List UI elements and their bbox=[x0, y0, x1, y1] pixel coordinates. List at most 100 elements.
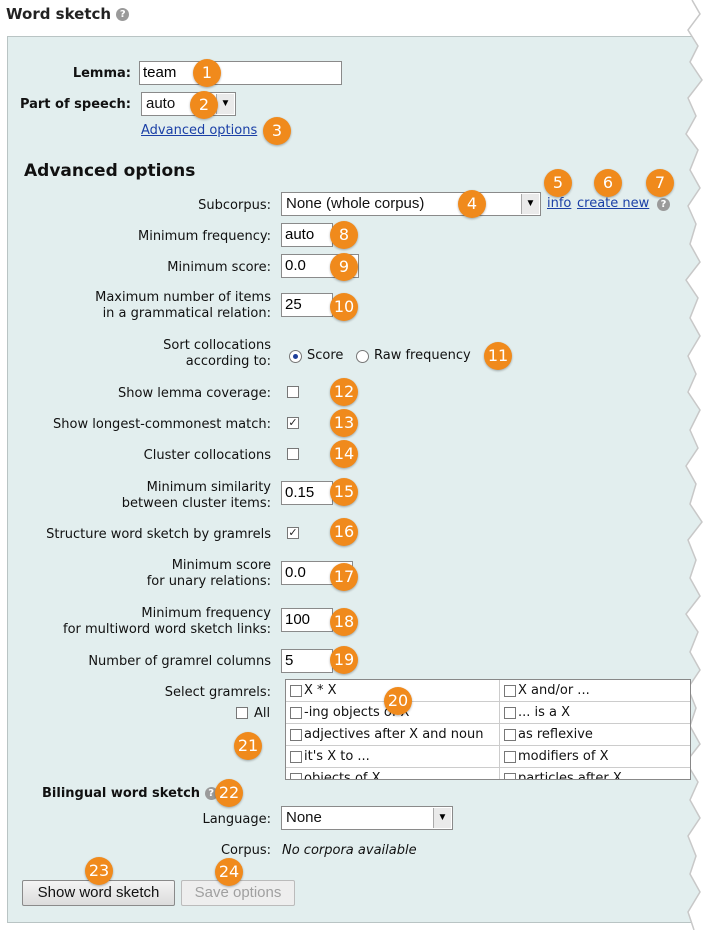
min-similarity-label-line2: between cluster items: bbox=[121, 496, 271, 511]
sort-collocations-label: Sort collocations according to: bbox=[0, 338, 271, 370]
gramrel-checkbox[interactable] bbox=[504, 684, 516, 697]
multiword-frequency-label: Minimum frequency for multiword word ske… bbox=[0, 606, 271, 638]
lemma-coverage-label: Show lemma coverage: bbox=[118, 386, 271, 401]
callout-badge-16: 16 bbox=[330, 518, 358, 546]
chevron-down-icon: ▼ bbox=[521, 194, 539, 214]
min-similarity-label: Minimum similarity between cluster items… bbox=[0, 480, 271, 512]
subcorpus-select[interactable]: None (whole corpus) ▼ bbox=[281, 192, 541, 216]
lemma-coverage-checkbox[interactable] bbox=[287, 386, 299, 398]
gramrel-item[interactable]: adjectives after X and noun bbox=[286, 724, 500, 746]
callout-badge-9: 9 bbox=[330, 253, 358, 281]
cluster-collocations-checkbox[interactable] bbox=[287, 448, 299, 460]
corpus-value: No corpora available bbox=[282, 843, 417, 858]
callout-badge-22: 22 bbox=[215, 779, 243, 807]
callout-badge-14: 14 bbox=[330, 440, 358, 468]
create-new-subcorpus-link[interactable]: create new bbox=[577, 196, 650, 211]
callout-badge-13: 13 bbox=[330, 409, 358, 437]
structure-by-gramrels-label: Structure word sketch by gramrels bbox=[46, 527, 271, 542]
advanced-options-heading: Advanced options bbox=[24, 161, 196, 181]
gramrel-checkbox[interactable] bbox=[290, 728, 302, 741]
advanced-options-link[interactable]: Advanced options bbox=[141, 123, 258, 138]
sort-raw-frequency-label[interactable]: Raw frequency bbox=[374, 348, 471, 363]
sort-raw-frequency-radio[interactable] bbox=[356, 350, 369, 363]
min-similarity-input[interactable]: 0.15 bbox=[281, 481, 333, 505]
min-frequency-input[interactable]: auto bbox=[281, 223, 333, 247]
callout-badge-1: 1 bbox=[193, 59, 221, 87]
gramrel-item[interactable]: as reflexive bbox=[500, 724, 690, 746]
gramrel-item[interactable]: it's X to ... bbox=[286, 746, 500, 768]
max-items-input[interactable]: 25 bbox=[281, 293, 333, 317]
sort-label-line2: according to: bbox=[185, 354, 271, 369]
gramrel-item[interactable]: X and/or ... bbox=[500, 680, 690, 702]
callout-badge-2: 2 bbox=[190, 91, 218, 119]
bilingual-heading-text: Bilingual word sketch bbox=[42, 786, 201, 801]
help-icon[interactable]: ? bbox=[657, 198, 670, 211]
gramrel-columns-label: Number of gramrel columns bbox=[88, 654, 271, 669]
page-title-text: Word sketch bbox=[6, 5, 112, 23]
pos-select[interactable]: auto ▼ bbox=[141, 92, 236, 116]
chevron-down-icon: ▼ bbox=[216, 94, 234, 114]
lemma-input[interactable]: team bbox=[139, 61, 342, 85]
subcorpus-info-link[interactable]: info bbox=[547, 196, 572, 211]
gramrel-item[interactable]: objects of X bbox=[286, 768, 500, 779]
callout-badge-21: 21 bbox=[234, 732, 262, 760]
gramrel-checkbox[interactable] bbox=[290, 772, 302, 779]
longest-match-checkbox[interactable]: ✓ bbox=[287, 416, 299, 429]
gramrels-table[interactable]: X * X X and/or ... -ing objects of X ...… bbox=[285, 679, 691, 780]
language-select-value: None bbox=[286, 809, 322, 826]
page-title: Word sketch ? bbox=[6, 5, 130, 23]
callout-badge-7: 7 bbox=[646, 169, 674, 197]
pos-label: Part of speech: bbox=[19, 97, 131, 112]
callout-badge-6: 6 bbox=[594, 169, 622, 197]
callout-badge-11: 11 bbox=[484, 342, 512, 370]
callout-badge-23: 23 bbox=[85, 857, 113, 885]
pos-select-value: auto bbox=[146, 95, 176, 112]
corpus-label: Corpus: bbox=[220, 843, 271, 858]
unary-score-label-line1: Minimum score bbox=[171, 558, 271, 573]
callout-badge-5: 5 bbox=[544, 169, 572, 197]
subcorpus-label: Subcorpus: bbox=[198, 198, 271, 213]
sort-score-label[interactable]: Score bbox=[307, 348, 344, 363]
gramrel-checkbox[interactable] bbox=[290, 706, 302, 719]
max-items-label-line2: in a grammatical relation: bbox=[102, 306, 271, 321]
gramrel-columns-input[interactable]: 5 bbox=[281, 649, 333, 673]
save-options-button[interactable]: Save options bbox=[181, 880, 295, 906]
torn-edge-decoration bbox=[685, 0, 708, 930]
gramrel-checkbox[interactable] bbox=[504, 750, 516, 763]
multiword-label-line2: for multiword word sketch links: bbox=[63, 622, 271, 637]
max-items-label-line1: Maximum number of items bbox=[95, 290, 271, 305]
bilingual-heading: Bilingual word sketch ? bbox=[42, 786, 218, 801]
structure-by-gramrels-checkbox[interactable]: ✓ bbox=[287, 526, 299, 539]
sort-label-line1: Sort collocations bbox=[163, 338, 271, 353]
gramrel-checkbox[interactable] bbox=[290, 750, 302, 763]
gramrel-item[interactable]: -ing objects of X bbox=[286, 702, 500, 724]
select-gramrels-label: Select gramrels: bbox=[164, 685, 271, 700]
subcorpus-select-value: None (whole corpus) bbox=[286, 195, 425, 212]
sort-score-radio[interactable] bbox=[289, 350, 302, 363]
gramrel-checkbox[interactable] bbox=[504, 706, 516, 719]
min-score-label: Minimum score: bbox=[167, 260, 271, 275]
help-icon[interactable]: ? bbox=[204, 787, 218, 800]
all-gramrels-label: All bbox=[254, 706, 271, 721]
cluster-collocations-label: Cluster collocations bbox=[143, 448, 271, 463]
callout-badge-4: 4 bbox=[458, 190, 486, 218]
callout-badge-12: 12 bbox=[330, 378, 358, 406]
gramrel-item[interactable]: particles after X bbox=[500, 768, 690, 779]
gramrel-checkbox[interactable] bbox=[504, 772, 516, 779]
unary-score-label: Minimum score for unary relations: bbox=[0, 558, 271, 590]
gramrel-item[interactable]: modifiers of X bbox=[500, 746, 690, 768]
callout-badge-10: 10 bbox=[330, 293, 358, 321]
callout-badge-17: 17 bbox=[330, 563, 358, 591]
gramrel-checkbox[interactable] bbox=[290, 684, 302, 697]
gramrel-checkbox[interactable] bbox=[504, 728, 516, 741]
all-gramrels-checkbox[interactable] bbox=[236, 707, 248, 719]
multiword-label-line1: Minimum frequency bbox=[141, 606, 271, 621]
callout-badge-18: 18 bbox=[330, 608, 358, 636]
gramrel-item[interactable]: ... is a X bbox=[500, 702, 690, 724]
language-select[interactable]: None ▼ bbox=[281, 806, 453, 830]
multiword-frequency-input[interactable]: 100 bbox=[281, 608, 333, 632]
lemma-label: Lemma: bbox=[72, 66, 131, 81]
callout-badge-20: 20 bbox=[384, 687, 412, 715]
callout-badge-15: 15 bbox=[330, 478, 358, 506]
help-icon[interactable]: ? bbox=[116, 8, 130, 21]
